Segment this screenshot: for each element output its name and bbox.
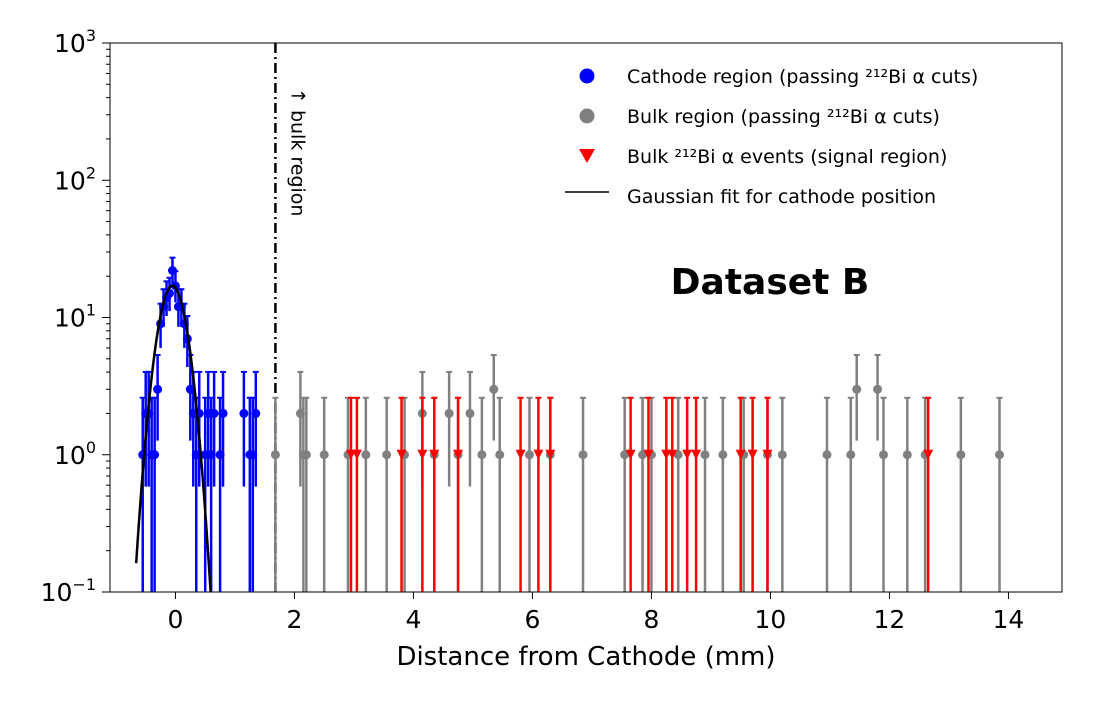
- data-point: [879, 450, 888, 459]
- data-point: [153, 385, 162, 394]
- data-point: [701, 450, 710, 459]
- data-point: [302, 450, 311, 459]
- dataset-annotation: Dataset B: [671, 262, 870, 303]
- y-tick-label: 10−1: [41, 575, 96, 607]
- data-point: [525, 450, 534, 459]
- y-tick-label: 101: [54, 301, 96, 333]
- data-point: [873, 385, 882, 394]
- data-point: [477, 450, 486, 459]
- data-point: [382, 450, 391, 459]
- legend-marker: [580, 69, 595, 84]
- x-tick-label: 14: [993, 605, 1025, 634]
- data-point: [320, 450, 329, 459]
- legend-entry: Bulk region (passing ²¹²Bi α cuts): [580, 106, 940, 128]
- bulk-region-label: ↑ bulk region: [286, 88, 308, 216]
- data-point: [465, 409, 474, 418]
- data-point: [533, 450, 543, 460]
- legend-label: Cathode region (passing ²¹²Bi α cuts): [627, 66, 978, 88]
- data-point: [251, 409, 260, 418]
- data-point: [691, 450, 701, 460]
- data-point: [271, 450, 280, 459]
- x-tick-label: 12: [874, 605, 906, 634]
- legend-entry: Bulk ²¹²Bi α events (signal region): [579, 146, 947, 168]
- data-point: [489, 385, 498, 394]
- x-tick-label: 8: [643, 605, 659, 634]
- data-marks: ↑ bulk region: [136, 43, 1004, 633]
- data-point: [239, 409, 248, 418]
- data-point: [718, 450, 727, 459]
- x-tick-label: 2: [286, 605, 302, 634]
- y-tick-label: 103: [54, 26, 96, 58]
- data-point: [495, 450, 504, 459]
- y-tick-label: 100: [54, 438, 96, 470]
- data-point: [846, 450, 855, 459]
- data-point: [150, 450, 159, 459]
- legend-label: Bulk region (passing ²¹²Bi α cuts): [627, 106, 940, 128]
- data-point: [748, 450, 758, 460]
- legend-label: Gaussian fit for cathode position: [627, 186, 936, 208]
- legend-marker: [579, 149, 595, 163]
- clipped-marks: [136, 43, 1004, 633]
- data-point: [903, 450, 912, 459]
- data-point: [445, 409, 454, 418]
- legend-marker: [580, 109, 595, 124]
- legend-entry: Cathode region (passing ²¹²Bi α cuts): [580, 66, 979, 88]
- data-point: [219, 409, 228, 418]
- data-point: [956, 450, 965, 459]
- data-point: [852, 385, 861, 394]
- legend-entry: Gaussian fit for cathode position: [565, 186, 936, 208]
- x-tick-label: 4: [405, 605, 421, 634]
- data-point: [361, 450, 370, 459]
- legend: Cathode region (passing ²¹²Bi α cuts) Bul…: [565, 66, 978, 208]
- x-axis-label: Distance from Cathode (mm): [396, 642, 775, 672]
- data-point: [778, 450, 787, 459]
- data-point: [417, 450, 427, 460]
- data-point: [516, 450, 526, 460]
- data-point: [210, 409, 219, 418]
- data-point: [682, 450, 692, 460]
- data-point: [579, 450, 588, 459]
- y-tick-label: 102: [54, 163, 96, 195]
- x-tick-label: 6: [524, 605, 540, 634]
- series-2: [346, 398, 933, 634]
- x-tick-label: 0: [167, 605, 183, 634]
- x-tick-label: 10: [755, 605, 787, 634]
- data-point: [995, 450, 1004, 459]
- data-point: [822, 450, 831, 459]
- legend-label: Bulk ²¹²Bi α events (signal region): [627, 146, 947, 168]
